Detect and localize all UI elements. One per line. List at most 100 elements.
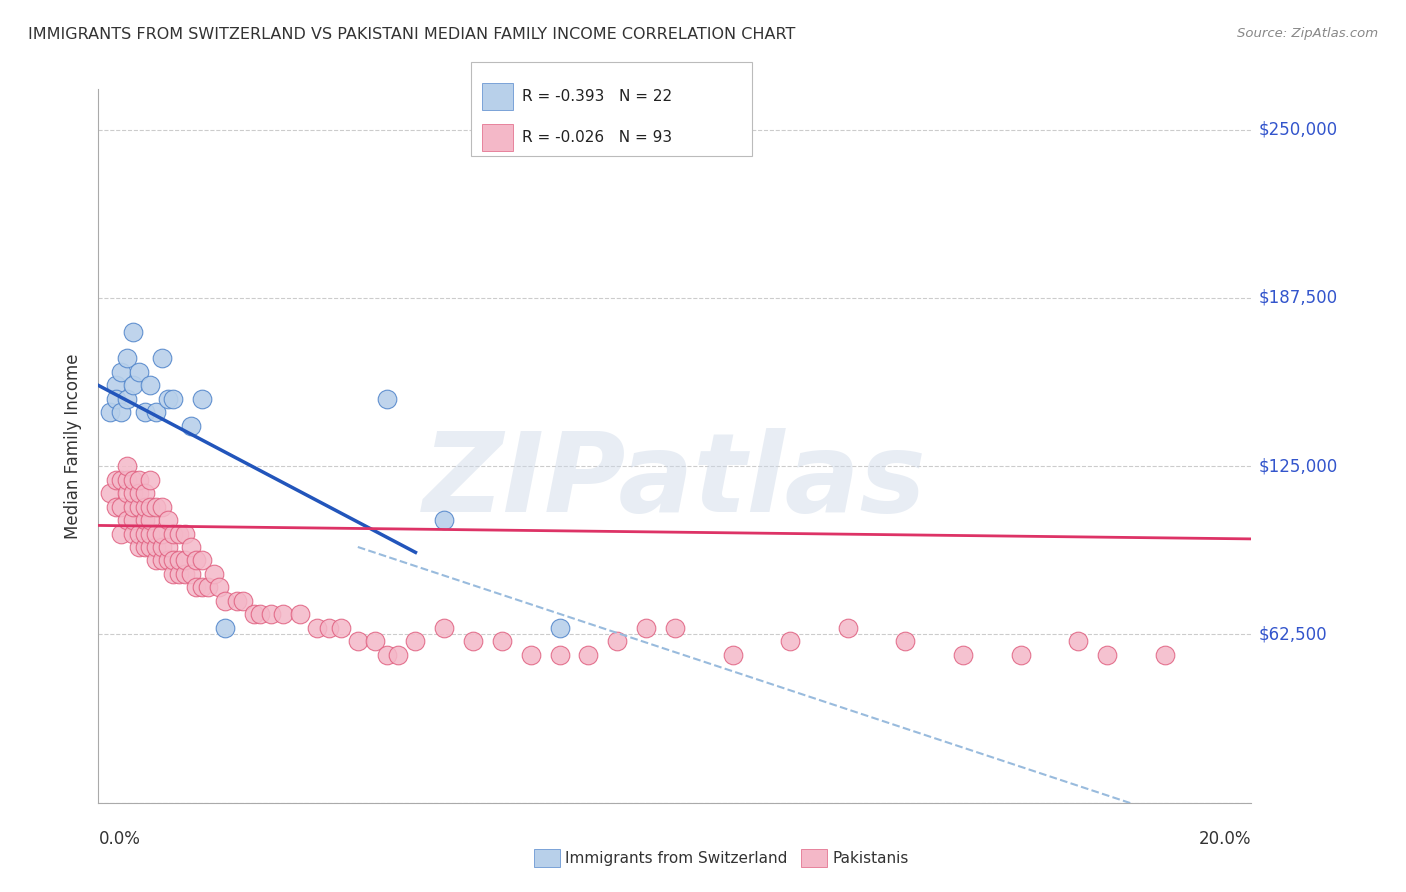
Point [150,500,173,514]
Point [174,566,197,581]
Text: R = -0.026   N = 93: R = -0.026 N = 93 [522,130,672,145]
Point [180,566,202,581]
Point [139,500,162,514]
Point [110,365,132,379]
Point [214,621,236,635]
Point [364,634,387,648]
Point [329,621,352,635]
Point [122,500,145,514]
Point [387,648,409,662]
Point [952,648,974,662]
Point [636,621,658,635]
Point [117,392,138,406]
Point [162,526,184,541]
Text: 20.0%: 20.0% [1199,830,1251,847]
Point [162,566,184,581]
Point [110,526,132,541]
Point [134,486,156,500]
Point [145,526,167,541]
Point [249,607,271,622]
Text: $62,500: $62,500 [1258,625,1327,643]
Text: $125,000: $125,000 [1258,458,1337,475]
Point [104,392,127,406]
Point [122,486,145,500]
Text: Immigrants from Switzerland: Immigrants from Switzerland [565,851,787,865]
Point [134,526,156,541]
Point [225,594,247,608]
Point [122,526,145,541]
Point [162,392,184,406]
Point [307,621,329,635]
Text: $250,000: $250,000 [1258,120,1337,138]
Point [122,513,145,527]
Point [894,634,917,648]
Point [318,621,340,635]
Point [134,500,156,514]
Point [1067,634,1090,648]
Point [117,351,138,366]
Point [167,553,190,567]
Point [191,392,214,406]
Point [98,405,121,419]
Point [202,566,225,581]
Point [122,473,145,487]
Point [117,486,138,500]
Point [162,553,184,567]
Point [150,553,173,567]
Point [104,378,127,392]
Point [346,634,368,648]
Point [134,540,156,554]
Point [548,648,571,662]
Point [128,473,150,487]
Text: Source: ZipAtlas.com: Source: ZipAtlas.com [1237,27,1378,40]
Point [231,594,254,608]
Point [145,500,167,514]
Point [128,486,150,500]
Point [145,405,167,419]
Point [174,526,197,541]
Point [375,648,398,662]
Point [139,526,162,541]
Point [139,473,162,487]
Point [197,580,219,594]
Point [122,325,145,339]
Point [491,634,513,648]
Text: IMMIGRANTS FROM SWITZERLAND VS PAKISTANI MEDIAN FAMILY INCOME CORRELATION CHART: IMMIGRANTS FROM SWITZERLAND VS PAKISTANI… [28,27,796,42]
Point [145,540,167,554]
Point [134,513,156,527]
Point [128,500,150,514]
Point [122,378,145,392]
Point [145,553,167,567]
Point [260,607,283,622]
Point [243,607,266,622]
Point [208,580,231,594]
Point [139,540,162,554]
Point [721,648,744,662]
Point [375,392,398,406]
Text: Pakistanis: Pakistanis [832,851,908,865]
Point [104,500,127,514]
Point [461,634,484,648]
Point [128,526,150,541]
Point [117,513,138,527]
Point [117,459,138,474]
Point [150,351,173,366]
Point [180,540,202,554]
Point [1097,648,1119,662]
Text: $187,500: $187,500 [1258,289,1337,307]
Point [139,513,162,527]
Point [139,378,162,392]
Point [150,540,173,554]
Point [128,365,150,379]
Point [1010,648,1032,662]
Point [110,500,132,514]
Text: 0.0%: 0.0% [98,830,141,847]
Point [214,594,236,608]
Point [156,553,179,567]
Point [433,513,456,527]
Point [110,473,132,487]
Point [104,473,127,487]
Point [433,621,456,635]
Point [191,580,214,594]
Point [186,580,208,594]
